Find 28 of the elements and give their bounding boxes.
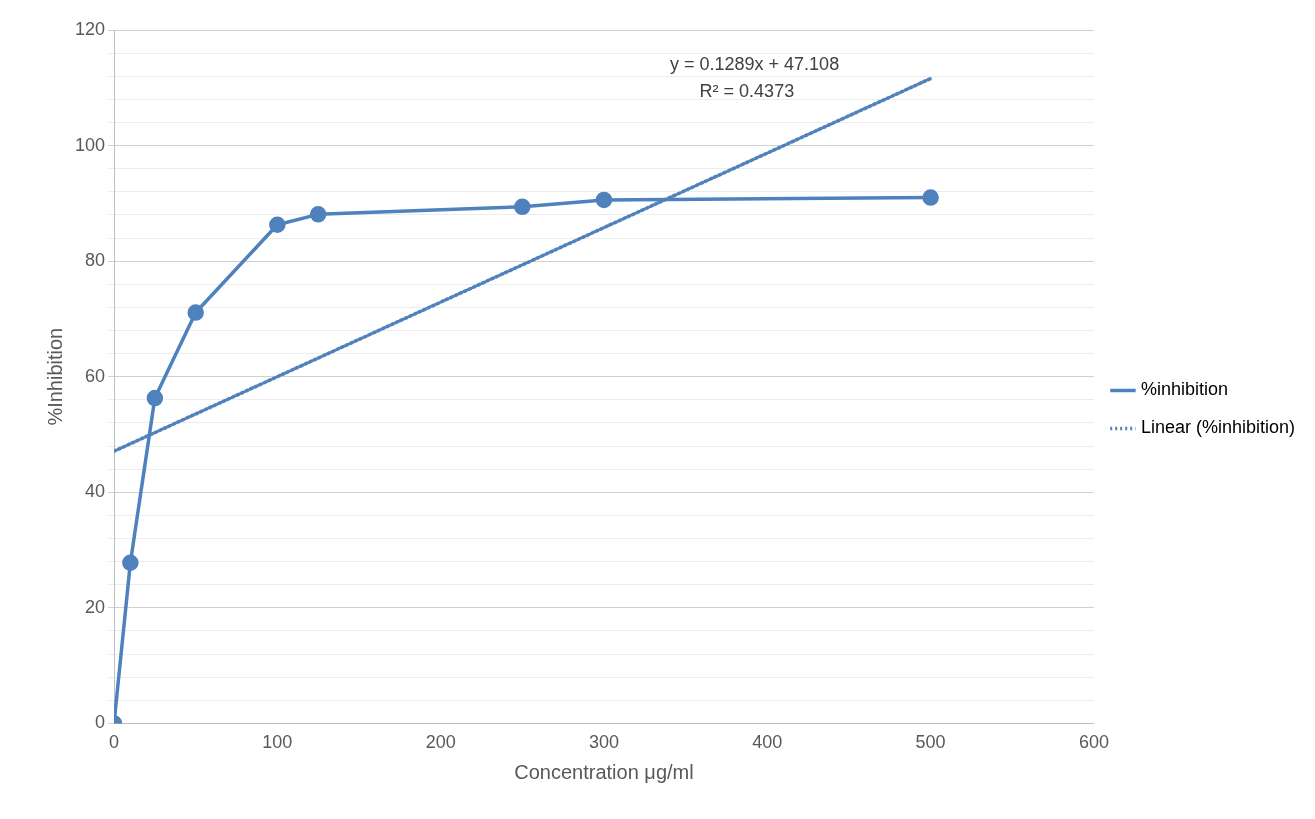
y-tick-label: 0 [95,712,106,733]
y-tick-label: 20 [85,596,106,617]
legend-label: Linear (%inhibition) [1140,417,1296,438]
legend-label: %inhibition [1140,379,1228,400]
point [595,191,613,209]
point [309,206,327,223]
x-tick-label: 500 [915,732,946,753]
x-tick-label: 400 [752,732,783,753]
y-tick-label: 40 [85,481,106,502]
point [269,216,286,233]
y-tick-label: 80 [85,250,106,271]
x-axis-title: Concentration μg/ml [514,760,694,783]
y-axis-title: %Inhibition [43,327,66,426]
x-tick-label: 100 [262,732,293,753]
y-tick-label: 120 [74,18,106,39]
point [122,554,139,572]
x-tick-label: 600 [1078,732,1109,753]
annotation: y = 0.1289x + 47.108 [670,54,840,74]
point [187,304,204,321]
x-tick-label: 0 [109,732,120,753]
point [146,389,164,407]
point [514,198,531,216]
annotation: R² = 0.4373 [699,81,795,101]
x-tick-label: 200 [425,732,456,753]
y-tick-label: 100 [74,134,106,155]
point [922,189,939,206]
y-tick-label: 60 [85,365,106,386]
x-tick-label: 300 [588,732,619,753]
